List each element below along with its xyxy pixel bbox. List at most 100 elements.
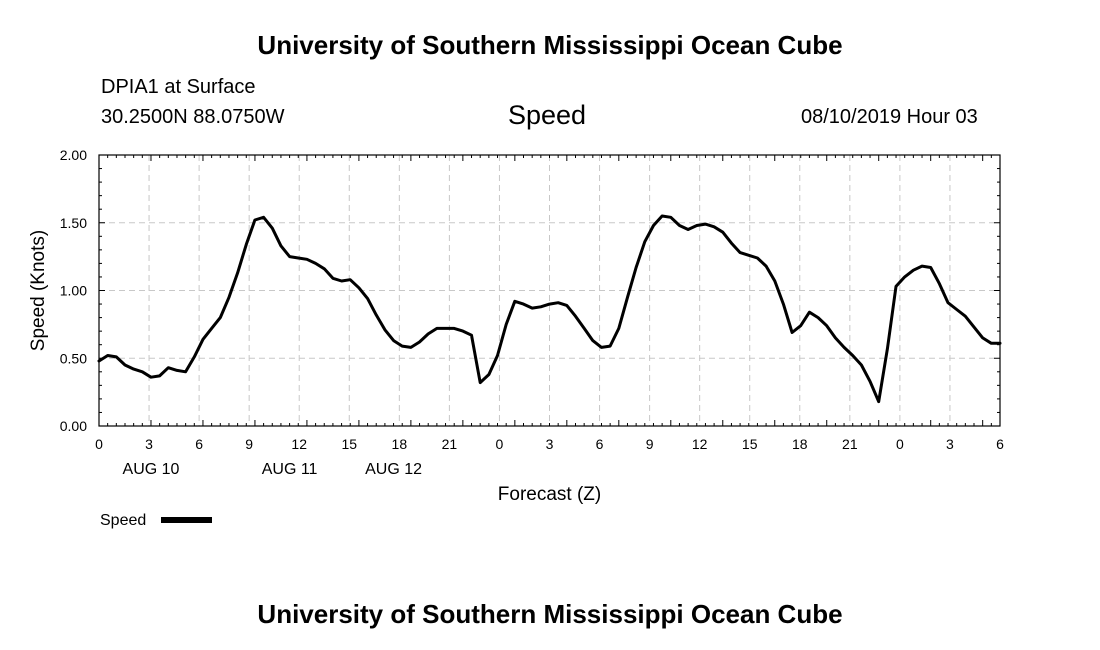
data-point — [834, 337, 837, 339]
x-axis-title: Forecast (Z) — [498, 484, 601, 505]
data-point — [678, 224, 681, 227]
x-tick-label: 3 — [145, 436, 153, 452]
data-point — [427, 333, 430, 335]
data-point — [903, 276, 906, 278]
x-tick-label: 15 — [341, 436, 357, 452]
date-label: AUG 11 — [262, 461, 318, 478]
y-tick-label: 1.50 — [60, 215, 87, 231]
x-tick-label: 15 — [742, 436, 758, 452]
y-tick-label: 0.00 — [60, 418, 87, 434]
data-point — [496, 354, 499, 357]
data-point — [505, 323, 507, 326]
x-tick-label: 21 — [842, 436, 858, 452]
data-point — [721, 231, 724, 234]
data-point — [444, 327, 447, 330]
data-point — [964, 315, 967, 318]
data-point — [626, 296, 629, 299]
data-point — [514, 300, 516, 303]
data-point — [955, 308, 958, 311]
data-point — [453, 327, 456, 330]
data-point — [557, 301, 559, 304]
data-point — [600, 346, 603, 349]
y-tick-label: 2.00 — [60, 147, 87, 163]
data-point — [843, 346, 845, 349]
x-tick-label: 6 — [596, 436, 604, 452]
data-point — [462, 330, 464, 332]
data-point — [652, 224, 655, 227]
data-point — [756, 257, 759, 259]
x-tick-label: 21 — [442, 436, 458, 452]
data-point — [271, 227, 274, 229]
x-tick-label: 12 — [291, 436, 307, 452]
data-point — [739, 251, 741, 254]
x-tick-label: 18 — [392, 436, 408, 452]
data-point — [540, 305, 542, 308]
data-point — [574, 315, 577, 318]
data-point — [981, 337, 984, 339]
data-point — [262, 216, 265, 219]
data-point — [765, 265, 767, 267]
x-tick-label: 9 — [245, 436, 253, 452]
data-point — [115, 356, 118, 358]
data-point — [436, 327, 438, 330]
data-point — [236, 272, 239, 274]
data-point — [210, 327, 213, 330]
data-point — [366, 297, 369, 300]
date-label: AUG 10 — [123, 461, 180, 478]
data-point — [929, 266, 932, 269]
data-point — [470, 334, 473, 337]
data-point — [877, 400, 880, 403]
station-label: DPIA1 at Surface — [101, 76, 256, 98]
data-point — [314, 262, 317, 265]
datetime-label: 08/10/2019 Hour 03 — [801, 106, 978, 128]
data-point — [990, 342, 993, 345]
data-point — [228, 296, 230, 299]
data-point — [522, 303, 525, 305]
footer-title: University of Southern Mississippi Ocean… — [257, 599, 843, 629]
data-point — [704, 223, 707, 225]
data-point — [141, 371, 144, 373]
data-point — [921, 265, 923, 267]
data-point — [479, 381, 481, 384]
data-point — [799, 324, 802, 327]
legend-label: Speed — [100, 512, 146, 529]
data-point — [808, 311, 811, 313]
data-point — [124, 364, 126, 366]
data-point — [106, 354, 109, 357]
data-point — [791, 331, 793, 334]
x-tick-label: 3 — [546, 436, 554, 452]
x-tick-label: 3 — [946, 436, 954, 452]
data-point — [245, 243, 248, 246]
variable-title: Speed — [508, 100, 587, 130]
data-point — [773, 280, 776, 282]
data-point — [825, 324, 828, 327]
data-point — [782, 303, 785, 305]
data-point — [254, 219, 256, 221]
x-tick-label: 9 — [646, 436, 654, 452]
data-point — [176, 369, 178, 372]
data-point — [895, 285, 897, 288]
data-point — [713, 226, 715, 228]
data-point — [747, 254, 750, 257]
data-point — [566, 304, 568, 307]
data-point — [531, 307, 533, 309]
data-point — [730, 242, 733, 244]
data-point — [618, 327, 620, 330]
x-tick-label: 0 — [496, 436, 504, 452]
data-point — [999, 342, 1001, 345]
data-point — [375, 314, 378, 316]
data-point — [869, 380, 871, 383]
data-point — [635, 266, 637, 269]
data-point — [392, 339, 395, 342]
data-point — [609, 345, 611, 347]
data-point — [332, 277, 334, 280]
coordinates-label: 30.2500N 88.0750W — [101, 106, 285, 128]
y-tick-label: 0.50 — [60, 350, 87, 366]
data-point — [202, 338, 204, 341]
data-point — [288, 255, 291, 258]
data-point — [548, 303, 551, 305]
data-point — [297, 257, 300, 259]
data-point — [488, 373, 490, 376]
data-point — [410, 346, 412, 349]
